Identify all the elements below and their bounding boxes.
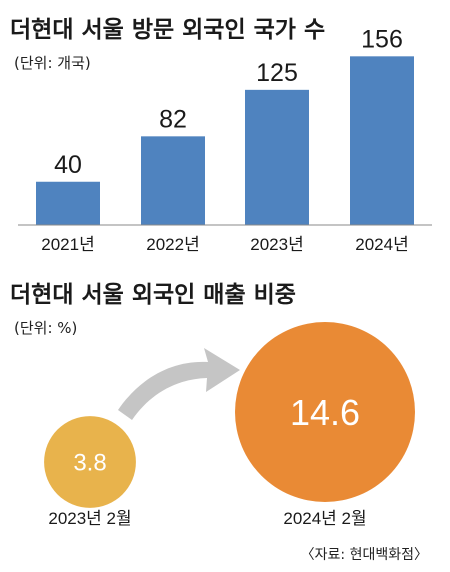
bar-tick-label: 2021년 [41,235,94,254]
bar-chart-unit: (단위: 개국) [14,54,91,72]
bar-value-label: 125 [256,59,298,87]
bubble-chart-bubbles: 3.8 14.6 [44,322,415,508]
bar-chart-bars: 40 82 125 156 [36,25,414,226]
bar-tick-label: 2023년 [250,235,303,254]
bar-value-label: 156 [361,25,403,53]
bar-value-label: 82 [159,105,187,133]
bubble-category-label: 2023년 2월 [48,509,131,528]
bubble-chart: 더현대 서울 외국인 매출 비중 (단위: %) 3.8 14.6 2023년 2… [10,282,428,563]
bubble-value-label: 14.6 [290,392,360,433]
bubble-chart-labels: 2023년 2월 2024년 2월 [48,509,366,528]
bar-chart: 더현대 서울 방문 외국인 국가 수 (단위: 개국) 40 82 125 156 2… [10,17,432,254]
bubble-category-label: 2024년 2월 [283,509,366,528]
bar-tick-label: 2024년 [355,235,408,254]
growth-arrow [118,348,240,420]
bar-tick-label: 2022년 [146,235,199,254]
bubble-chart-title: 더현대 서울 외국인 매출 비중 [10,282,296,308]
bar [350,56,414,226]
bar [245,89,309,225]
bar [36,181,100,225]
bar-value-label: 40 [54,151,82,179]
bubble-value-label: 3.8 [73,450,106,477]
bar-chart-title: 더현대 서울 방문 외국인 국가 수 [10,17,325,43]
source-note: 〈자료: 현대백화점〉 [301,547,428,563]
bubble [44,416,136,508]
bar-chart-tick-labels: 2021년 2022년 2023년 2024년 [41,235,408,254]
bubble [235,322,415,502]
bar [141,136,205,225]
bubble-chart-unit: (단위: %) [14,319,77,337]
